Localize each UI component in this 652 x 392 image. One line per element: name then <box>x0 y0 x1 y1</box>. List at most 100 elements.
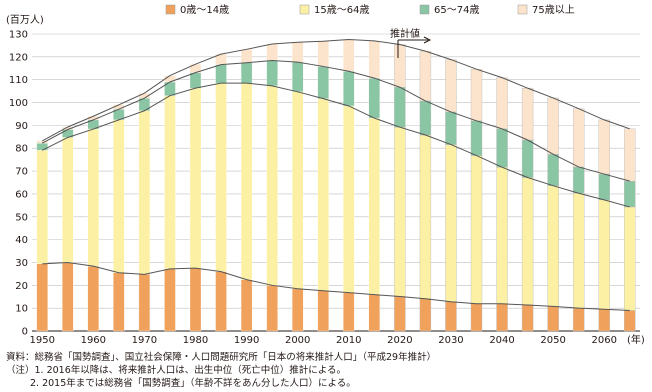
bar-segment <box>547 153 559 186</box>
y-tick-label: 120 <box>9 52 28 63</box>
bar-segment <box>368 117 380 295</box>
bar-segment <box>343 39 355 72</box>
bar-segment <box>445 301 457 332</box>
bar-segment <box>419 50 432 102</box>
bar-segment <box>317 66 329 99</box>
bar-segment <box>445 111 457 145</box>
bars <box>36 39 636 332</box>
series-line <box>42 261 630 311</box>
bar-segment <box>624 128 636 182</box>
bar-segment <box>164 268 176 332</box>
projection-label: 推計値 <box>390 27 420 40</box>
bar-segment <box>496 303 508 332</box>
bar-segment <box>113 119 125 273</box>
bar-segment <box>368 77 380 119</box>
bar-segment <box>445 59 457 113</box>
bar-segment <box>87 128 99 267</box>
bar-segment <box>394 296 406 332</box>
bar-segment <box>266 43 278 61</box>
bar-segment <box>240 49 253 63</box>
footnote-1: （注）1. 2016年以降は、将来推計人口は、出生中位（死亡中位）推計による。 <box>6 364 346 376</box>
bar-segment <box>292 91 304 289</box>
source-notes: 資料：総務省「国勢調査」、国立社会保障・人口問題研究所「日本の将来推計人口」（平… <box>6 351 436 389</box>
bar-segment <box>36 263 48 332</box>
bar-segment <box>470 155 483 305</box>
bar-segment <box>62 262 74 332</box>
bar-segment <box>419 134 432 299</box>
bar-segment <box>470 68 483 122</box>
x-tick-label: 2050 <box>540 335 565 346</box>
bar-segment <box>240 279 253 332</box>
bar-segment <box>419 100 432 136</box>
bar-segment <box>266 60 278 87</box>
legend-swatch <box>165 4 176 15</box>
bar-segment <box>572 193 585 309</box>
legend-label: 65～74歳 <box>434 4 479 16</box>
bar-segment <box>521 139 534 178</box>
bar-segment <box>572 166 585 194</box>
bar-segment <box>266 85 278 286</box>
y-tick-label: 110 <box>9 75 28 86</box>
x-tick-label: 1990 <box>234 335 259 346</box>
x-axis-ticks: 1950 1960 1970 1980 1990 2000 2010 2020 2030 2040… <box>29 335 616 346</box>
boundary-lines <box>41 38 630 311</box>
series-line <box>41 59 630 182</box>
legend-label: 0歳～14歳 <box>180 4 229 16</box>
bar-segment <box>470 120 483 156</box>
y-tick-label: 80 <box>15 144 28 155</box>
y-tick-label: 40 <box>15 235 28 246</box>
bar-segment <box>572 108 585 168</box>
x-tick-label: 1970 <box>132 335 157 346</box>
bar-segment <box>189 268 202 332</box>
bar-segment <box>598 119 610 175</box>
bar-segment <box>343 71 355 107</box>
bar-segment <box>496 166 508 305</box>
bar-segment <box>317 41 329 67</box>
bar-segment <box>572 307 585 332</box>
bar-segment <box>343 292 355 332</box>
legend-swatch <box>419 4 430 15</box>
bar-segment <box>292 288 304 332</box>
bar-segment <box>445 144 457 302</box>
bar-segment <box>368 294 380 332</box>
bar-segment <box>62 137 74 263</box>
bar-segment <box>317 290 329 332</box>
bar-segment <box>292 61 304 92</box>
y-tick-label: 100 <box>9 98 28 109</box>
bar-segment <box>138 274 151 332</box>
x-tick-label: 2000 <box>285 335 310 346</box>
bar-segment <box>521 177 534 306</box>
x-tick-label: 1950 <box>29 335 54 346</box>
y-axis-ticks: 0 10 20 30 40 50 60 70 80 90 100 110 120 130 <box>9 30 28 338</box>
bar-segment <box>547 97 559 155</box>
x-tick-label: 2030 <box>438 335 463 346</box>
arrow-head-icon <box>423 36 432 44</box>
footnote-2: 2. 2015年までは総務省「国勢調査」（年齢不詳をあん分した人口）による。 <box>30 377 356 389</box>
x-tick-label: 1980 <box>183 335 208 346</box>
bar-segment <box>547 185 559 307</box>
legend: 0歳～14歳 15歳～64歳 65～74歳 75歳以上 <box>165 4 575 16</box>
bar-segment <box>598 309 610 332</box>
x-tick-label: 2020 <box>387 335 412 346</box>
x-tick-label: 1960 <box>81 335 106 346</box>
bar-segment <box>624 180 636 208</box>
bar-segment <box>36 143 48 151</box>
bar-segment <box>292 42 304 63</box>
legend-swatch <box>517 4 528 15</box>
bar-segment <box>266 285 278 332</box>
y-tick-label: 90 <box>15 121 28 132</box>
bar-segment <box>189 88 202 269</box>
y-tick-label: 130 <box>9 30 28 41</box>
bar-segment <box>189 72 202 89</box>
y-axis-label: (百万人) <box>6 14 44 26</box>
bar-segment <box>521 304 534 332</box>
x-tick-label: 2060 <box>592 335 617 346</box>
legend-swatch <box>299 4 310 15</box>
bar-segment <box>215 271 227 332</box>
bar-segment <box>240 82 253 280</box>
bar-segment <box>87 265 99 332</box>
y-tick-label: 70 <box>15 167 28 178</box>
bar-segment <box>343 105 355 293</box>
source-note: 資料：総務省「国勢調査」、国立社会保障・人口問題研究所「日本の将来推計人口」（平… <box>6 351 436 363</box>
bar-segment <box>36 150 48 264</box>
